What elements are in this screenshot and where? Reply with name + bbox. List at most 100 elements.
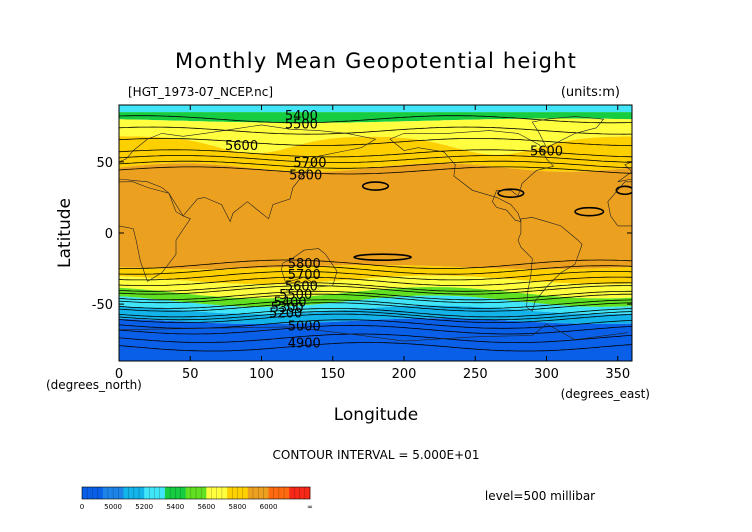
height-band bbox=[119, 112, 632, 123]
colorbar-swatch bbox=[144, 487, 166, 499]
x-tick-label: 200 bbox=[392, 367, 417, 382]
contour-label: 5600 bbox=[225, 139, 258, 154]
contour-label: 5500 bbox=[285, 117, 318, 132]
contour-label: 5700 bbox=[288, 268, 321, 283]
contour-lines bbox=[119, 115, 632, 352]
height-band bbox=[119, 318, 632, 361]
colorbar-label: 6000 bbox=[260, 503, 278, 511]
colorbar-swatch bbox=[206, 487, 228, 499]
contour-line bbox=[119, 293, 632, 304]
coastline bbox=[119, 124, 377, 223]
colorbar-swatch bbox=[102, 487, 124, 499]
height-band bbox=[119, 163, 632, 270]
pressure-level-note: level=500 millibar bbox=[485, 489, 595, 503]
coastline bbox=[389, 130, 555, 223]
colorbar-label: 5800 bbox=[229, 503, 247, 511]
contour-label: 5500 bbox=[279, 288, 312, 303]
units-label: (units:m) bbox=[561, 85, 620, 100]
contour-label: 5700 bbox=[293, 156, 326, 171]
x-axis-unit: (degrees_east) bbox=[561, 387, 650, 401]
x-axis-label: Longitude bbox=[334, 405, 419, 425]
contour-label: 4900 bbox=[288, 337, 321, 352]
coastline bbox=[531, 116, 605, 148]
colorbar-swatch bbox=[164, 487, 186, 499]
colorbar-swatch bbox=[268, 487, 290, 499]
contour-label: 5600 bbox=[530, 145, 563, 160]
y-tick-label: 0 bbox=[105, 227, 113, 242]
contour-label: 5000 bbox=[288, 319, 321, 334]
closed-contour bbox=[497, 188, 525, 198]
contour-label: 5200 bbox=[269, 307, 302, 322]
contour-line bbox=[119, 271, 632, 281]
contour-label: 5300 bbox=[271, 301, 304, 316]
contour-line bbox=[119, 155, 632, 163]
colorbar-label: 5200 bbox=[135, 503, 153, 511]
contour-line bbox=[119, 333, 632, 343]
colorbar-swatch bbox=[227, 487, 249, 499]
coastline bbox=[631, 329, 632, 330]
height-band bbox=[119, 275, 632, 299]
x-tick-label: 150 bbox=[320, 367, 345, 382]
x-axis: 0 50 100 150 200 250 300 350 bbox=[115, 105, 630, 382]
dataset-label: [HGT_1973-07_NCEP.nc] bbox=[128, 85, 273, 99]
contour-line bbox=[119, 160, 632, 169]
y-axis-unit: (degrees_north) bbox=[46, 378, 142, 392]
colorbar-label: 5000 bbox=[104, 503, 122, 511]
contour-line bbox=[119, 324, 632, 335]
contour-interval-note: CONTOUR INTERVAL = 5.000E+01 bbox=[273, 448, 480, 462]
colorbar: 0 5000 5200 5400 5600 5800 6000 ∞ bbox=[80, 486, 313, 511]
x-tick-label: 0 bbox=[115, 367, 123, 382]
y-axis: -50 0 50 bbox=[92, 156, 632, 313]
colorbar-frame bbox=[81, 486, 311, 500]
contour-line bbox=[119, 138, 632, 146]
contour-label: 5600 bbox=[285, 280, 318, 295]
closed-contour bbox=[615, 185, 632, 196]
contour-line bbox=[119, 115, 632, 124]
x-tick-label: 300 bbox=[534, 367, 559, 382]
contour-line bbox=[119, 313, 632, 323]
height-band bbox=[119, 287, 632, 307]
contour-line bbox=[119, 299, 632, 309]
closed-contour bbox=[353, 253, 412, 261]
coastline bbox=[607, 181, 632, 227]
y-tick-label: -50 bbox=[92, 298, 113, 313]
colorbar-swatch bbox=[185, 487, 207, 499]
contour-line bbox=[119, 259, 632, 270]
coastline bbox=[617, 161, 632, 183]
height-band bbox=[119, 105, 632, 113]
contour-line bbox=[119, 276, 632, 286]
closed-contour bbox=[574, 206, 605, 217]
colorbar-label: 5400 bbox=[166, 503, 184, 511]
contour-line bbox=[119, 149, 632, 158]
y-tick-label: 50 bbox=[96, 156, 113, 171]
contour-line bbox=[119, 265, 632, 275]
coastline bbox=[119, 323, 628, 342]
contour-line bbox=[119, 285, 632, 295]
coastline bbox=[517, 217, 583, 312]
contour-line bbox=[119, 290, 632, 301]
contour-label: 5400 bbox=[285, 109, 318, 124]
coastline bbox=[119, 181, 191, 282]
height-band bbox=[119, 136, 632, 172]
closed-contour bbox=[361, 181, 390, 191]
x-tick-label: 250 bbox=[463, 367, 488, 382]
colorbar-swatch bbox=[247, 487, 269, 499]
height-band bbox=[119, 295, 632, 315]
contour-line bbox=[119, 308, 632, 318]
coastline-outline bbox=[119, 116, 632, 342]
y-axis-label: Latitude bbox=[55, 198, 75, 268]
x-tick-label: 50 bbox=[182, 367, 199, 382]
contour-line bbox=[119, 342, 632, 352]
x-tick-label: 350 bbox=[605, 367, 630, 382]
height-band bbox=[119, 118, 632, 155]
contour-line bbox=[119, 310, 632, 321]
coastline bbox=[281, 248, 338, 288]
colorbar-label: ∞ bbox=[307, 503, 313, 511]
contour-label: 5800 bbox=[289, 169, 322, 184]
contour-label: 5800 bbox=[288, 257, 321, 272]
chart-title: Monthly Mean Geopotential height bbox=[175, 49, 577, 73]
x-tick-label: 100 bbox=[249, 367, 274, 382]
colorbar-swatch bbox=[82, 487, 104, 499]
